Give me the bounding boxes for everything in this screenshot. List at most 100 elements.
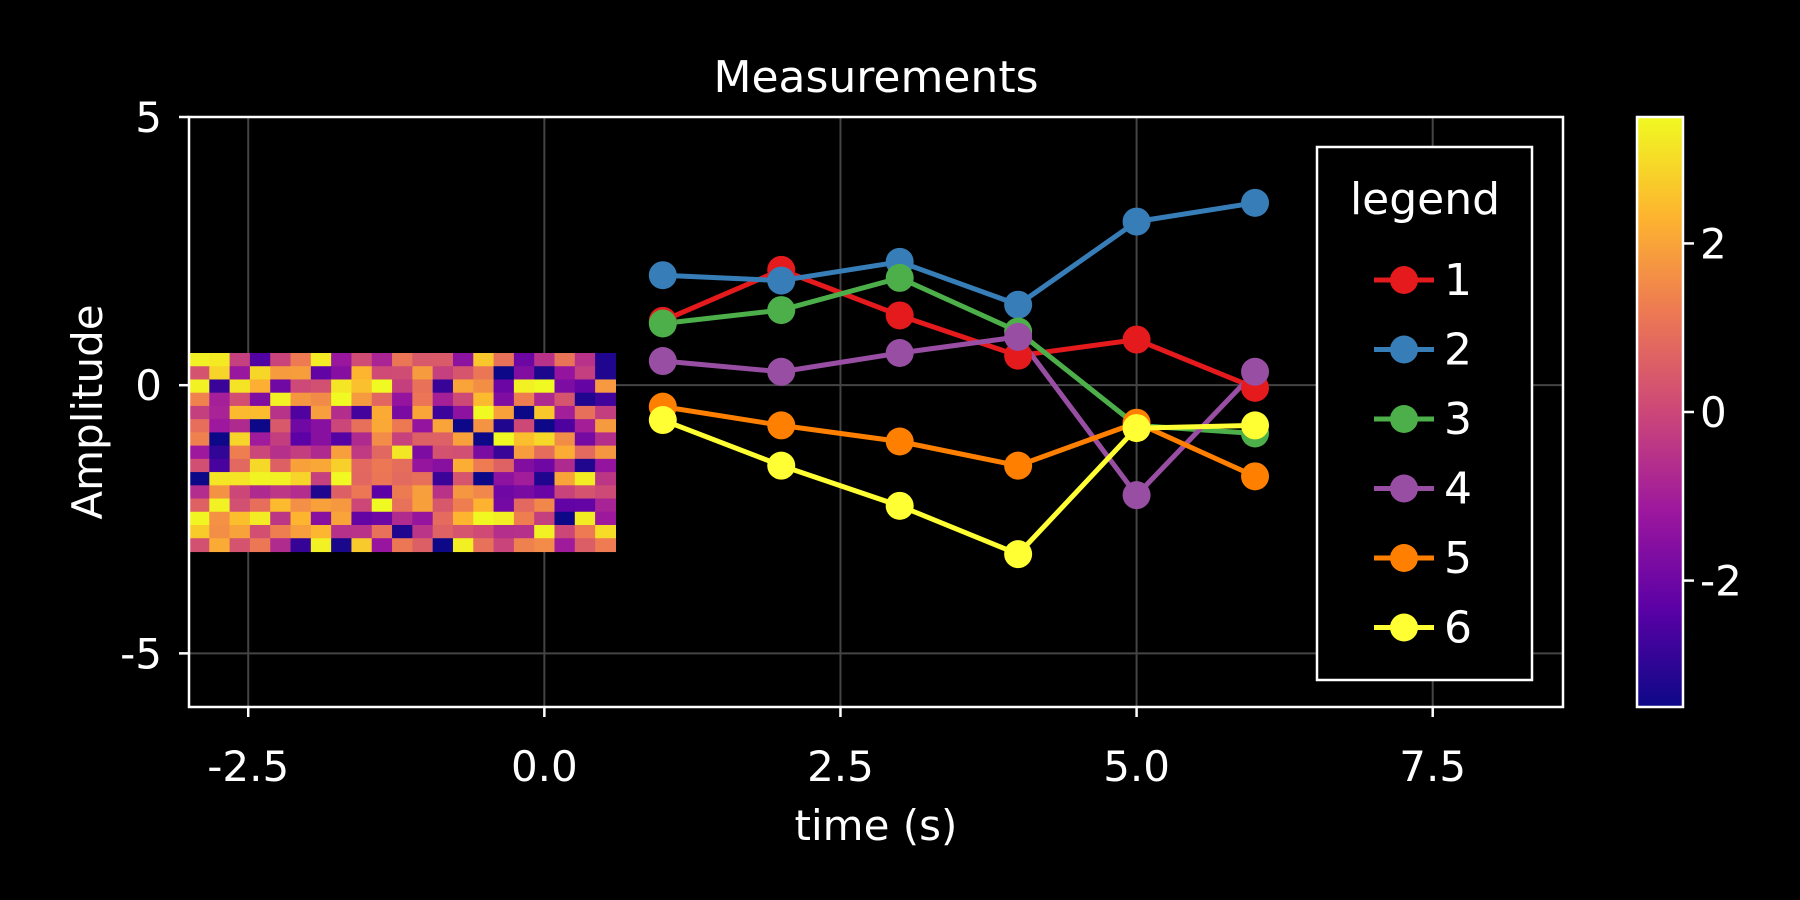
heatmap-cell — [473, 392, 495, 407]
heatmap-cell — [595, 511, 617, 526]
heatmap-cell — [392, 458, 413, 473]
heatmap-cell — [595, 485, 617, 500]
legend-5-marker — [1390, 544, 1418, 572]
heatmap-cell — [534, 379, 556, 394]
heatmap-cell — [534, 353, 556, 367]
heatmap-cell — [270, 419, 292, 433]
y-axis-label: Amplitude — [63, 304, 112, 519]
heatmap-cell — [310, 524, 332, 539]
legend-6-marker — [1390, 613, 1418, 642]
heatmap-cell — [371, 524, 393, 539]
heatmap-cell — [513, 472, 535, 486]
heatmap-cell — [290, 524, 312, 539]
series-6-point — [648, 406, 677, 435]
heatmap-cell — [189, 511, 210, 526]
heatmap-cell — [189, 419, 210, 433]
heatmap-cell — [574, 511, 596, 526]
heatmap-cell — [189, 485, 210, 500]
heatmap-cell — [229, 392, 251, 407]
heatmap-cell — [473, 445, 495, 460]
heatmap-cell — [310, 366, 332, 381]
heatmap-cell — [534, 511, 556, 526]
heatmap-cell — [554, 472, 576, 486]
heatmap-cell — [574, 498, 596, 513]
heatmap-cell — [249, 445, 271, 460]
heatmap-cell — [249, 458, 271, 473]
series-layer — [648, 188, 1270, 569]
series-4-line — [662, 334, 1257, 498]
heatmap-cell — [331, 366, 353, 381]
heatmap-cell — [392, 366, 413, 381]
legend-3-marker — [1390, 405, 1418, 433]
heatmap-cell — [574, 405, 596, 420]
heatmap-cell — [534, 524, 556, 539]
series-5-point — [885, 427, 914, 456]
heatmap-cell — [554, 366, 576, 381]
heatmap-cell — [351, 379, 373, 394]
heatmap-cell — [554, 511, 576, 526]
heatmap-cell — [412, 458, 434, 473]
heatmap-cell — [371, 366, 393, 381]
heatmap-cell — [432, 538, 454, 553]
heatmap-cell — [209, 524, 231, 539]
heatmap-cell — [371, 379, 393, 394]
heatmap-cell — [432, 472, 454, 486]
heatmap-cell — [432, 392, 454, 407]
heatmap-cell — [595, 498, 617, 513]
series-1-point — [885, 301, 914, 330]
heatmap-cell — [432, 353, 454, 367]
heatmap-cell — [331, 353, 353, 367]
heatmap-cell — [249, 366, 271, 381]
heatmap-cell — [351, 498, 373, 513]
heatmap-cell — [270, 511, 292, 526]
heatmap-cell — [249, 419, 271, 433]
heatmap-cell — [473, 432, 495, 447]
y-tick-label: 0 — [135, 361, 162, 410]
heatmap-cell — [432, 419, 454, 433]
heatmap-cell — [371, 432, 393, 447]
heatmap-cell — [412, 379, 434, 394]
heatmap-cell — [595, 524, 617, 539]
heatmap-cell — [209, 405, 231, 420]
heatmap-cell — [249, 485, 271, 500]
heatmap-cell — [534, 458, 556, 473]
heatmap-cell — [229, 445, 251, 460]
heatmap-cell — [371, 445, 393, 460]
heatmap-cell — [371, 419, 393, 433]
heatmap-cell — [452, 432, 474, 447]
heatmap-cell — [534, 485, 556, 500]
heatmap-cell — [189, 445, 210, 460]
heatmap-cell — [513, 432, 535, 447]
heatmap-cell — [229, 538, 251, 553]
legend-2-marker — [1390, 335, 1418, 364]
heatmap-cell — [554, 379, 576, 394]
heatmap-cell — [513, 511, 535, 526]
heatmap-cell — [595, 445, 617, 460]
heatmap-cell — [595, 405, 617, 420]
heatmap-cell — [493, 472, 515, 486]
heatmap-cell — [331, 485, 353, 500]
heatmap-cell — [392, 419, 413, 433]
heatmap-cell — [351, 392, 373, 407]
heatmap-cell — [473, 538, 495, 553]
heatmap-cell — [290, 498, 312, 513]
heatmap-cell — [351, 432, 373, 447]
heatmap-cell — [249, 379, 271, 394]
heatmap-cell — [392, 538, 413, 553]
heatmap-cell — [452, 472, 474, 486]
heatmap-cell — [229, 458, 251, 473]
heatmap-cell — [392, 379, 413, 394]
heatmap-cell — [249, 432, 271, 447]
series-3-point — [767, 296, 796, 325]
heatmap-cell — [189, 472, 210, 486]
heatmap-cell — [574, 472, 596, 486]
heatmap-cell — [493, 511, 515, 526]
heatmap-cell — [513, 524, 535, 539]
heatmap-cell — [412, 472, 434, 486]
heatmap-cell — [432, 366, 454, 381]
series-4-point — [1241, 357, 1270, 386]
heatmap-cell — [249, 405, 271, 420]
legend-1-label: 1 — [1444, 255, 1472, 306]
heatmap-cell — [189, 458, 210, 473]
heatmap-cell — [209, 419, 231, 433]
